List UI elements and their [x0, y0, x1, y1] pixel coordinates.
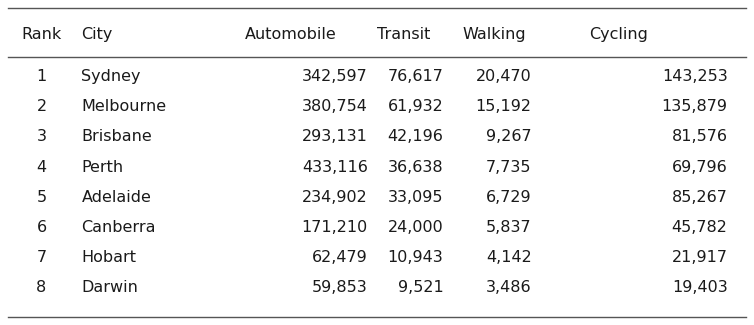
- Text: Perth: Perth: [81, 160, 124, 175]
- Text: City: City: [81, 27, 113, 42]
- Text: 36,638: 36,638: [388, 160, 443, 175]
- Text: 42,196: 42,196: [388, 129, 443, 144]
- Text: 135,879: 135,879: [661, 99, 728, 114]
- Text: Rank: Rank: [21, 27, 62, 42]
- Text: 293,131: 293,131: [302, 129, 368, 144]
- Text: Cycling: Cycling: [589, 27, 648, 42]
- Text: 7: 7: [36, 250, 47, 265]
- Text: 8: 8: [36, 280, 47, 295]
- Text: 5,837: 5,837: [486, 220, 532, 235]
- Text: 15,192: 15,192: [476, 99, 532, 114]
- Text: Transit: Transit: [377, 27, 430, 42]
- Text: 171,210: 171,210: [302, 220, 368, 235]
- Text: 10,943: 10,943: [388, 250, 443, 265]
- Text: 3,486: 3,486: [486, 280, 532, 295]
- Text: 69,796: 69,796: [672, 160, 728, 175]
- Text: 6: 6: [36, 220, 47, 235]
- Text: 4: 4: [36, 160, 47, 175]
- Text: Automobile: Automobile: [244, 27, 336, 42]
- Text: 1: 1: [36, 69, 47, 84]
- Text: 4,142: 4,142: [486, 250, 532, 265]
- Text: Sydney: Sydney: [81, 69, 141, 84]
- Text: 143,253: 143,253: [662, 69, 728, 84]
- Text: 85,267: 85,267: [672, 190, 728, 205]
- Text: 33,095: 33,095: [388, 190, 443, 205]
- Text: 234,902: 234,902: [302, 190, 368, 205]
- Text: 380,754: 380,754: [302, 99, 368, 114]
- Text: 19,403: 19,403: [672, 280, 728, 295]
- Text: 21,917: 21,917: [672, 250, 728, 265]
- Text: Walking: Walking: [462, 27, 526, 42]
- Text: 9,267: 9,267: [486, 129, 532, 144]
- Text: Adelaide: Adelaide: [81, 190, 152, 205]
- Text: 9,521: 9,521: [397, 280, 443, 295]
- Text: 2: 2: [36, 99, 47, 114]
- Text: Canberra: Canberra: [81, 220, 156, 235]
- Text: 45,782: 45,782: [672, 220, 728, 235]
- Text: 81,576: 81,576: [672, 129, 728, 144]
- Text: 7,735: 7,735: [486, 160, 532, 175]
- Text: 5: 5: [36, 190, 47, 205]
- Text: 342,597: 342,597: [302, 69, 368, 84]
- Text: 433,116: 433,116: [302, 160, 368, 175]
- Text: 62,479: 62,479: [312, 250, 368, 265]
- Text: Melbourne: Melbourne: [81, 99, 167, 114]
- Text: 59,853: 59,853: [312, 280, 368, 295]
- Text: 61,932: 61,932: [388, 99, 443, 114]
- Text: 6,729: 6,729: [486, 190, 532, 205]
- Text: 20,470: 20,470: [476, 69, 532, 84]
- Text: Darwin: Darwin: [81, 280, 138, 295]
- Text: Brisbane: Brisbane: [81, 129, 152, 144]
- Text: 24,000: 24,000: [388, 220, 443, 235]
- Text: Hobart: Hobart: [81, 250, 136, 265]
- Text: 76,617: 76,617: [388, 69, 443, 84]
- Text: 3: 3: [36, 129, 47, 144]
